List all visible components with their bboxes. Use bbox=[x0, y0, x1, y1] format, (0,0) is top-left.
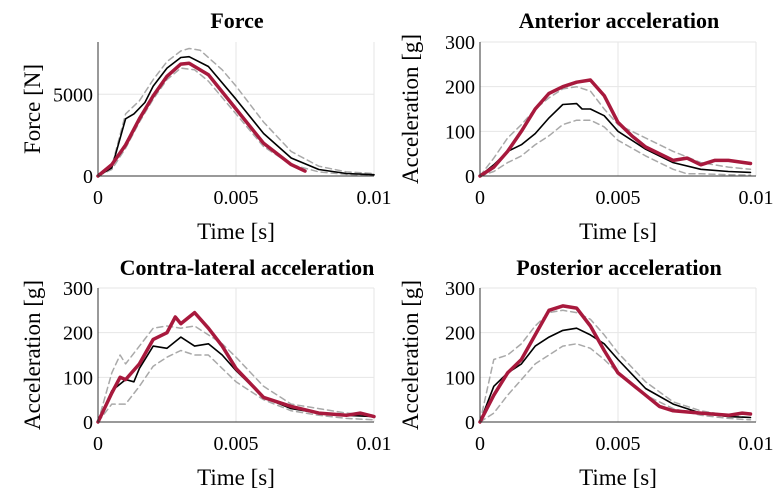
y-axis-label: Acceleration [g] bbox=[398, 34, 423, 184]
x-tick-label: 0.01 bbox=[357, 433, 392, 455]
x-tick-label: 0.01 bbox=[739, 433, 774, 455]
y-tick-label: 0 bbox=[83, 412, 93, 434]
x-tick-label: 0.005 bbox=[214, 187, 259, 209]
series-line-measured bbox=[96, 310, 376, 424]
series-line-measured bbox=[96, 61, 307, 178]
x-axis-label: Time [s] bbox=[197, 219, 275, 244]
x-tick-label: 0 bbox=[93, 433, 103, 455]
chart-panel-1: 0 0.005 0.01 0 5000 Force Time [s] Force [N] bbox=[20, 8, 392, 244]
y-tick-label: 300 bbox=[63, 278, 93, 300]
x-axis-label: Time [s] bbox=[197, 465, 275, 490]
x-axis-label: Time [s] bbox=[579, 465, 657, 490]
series-line-corridor_upper bbox=[97, 47, 375, 177]
y-tick-label: 100 bbox=[445, 367, 475, 389]
series-line-measured bbox=[478, 78, 753, 178]
y-tick-label: 200 bbox=[445, 77, 475, 99]
chart-title: Anterior acceleration bbox=[519, 8, 720, 33]
chart-panel-4: 0 0.005 0.01 0 100 200 300 Posterior accelerati… bbox=[398, 255, 774, 490]
y-tick-label: 100 bbox=[445, 121, 475, 143]
series-line-corridor_lower bbox=[97, 349, 375, 423]
x-tick-label: 0.01 bbox=[739, 187, 774, 209]
x-tick-label: 0 bbox=[475, 433, 485, 455]
series-line-measured bbox=[478, 304, 753, 424]
y-tick-label: 0 bbox=[83, 166, 93, 188]
y-tick-label: 200 bbox=[63, 323, 93, 345]
x-tick-label: 0.01 bbox=[357, 187, 392, 209]
chart-title: Posterior acceleration bbox=[516, 255, 721, 280]
y-axis-label: Acceleration [g] bbox=[398, 280, 423, 430]
y-axis-label: Force [N] bbox=[20, 64, 45, 154]
series-line-mean bbox=[479, 327, 752, 423]
y-tick-label: 300 bbox=[445, 32, 475, 54]
y-tick-label: 0 bbox=[465, 166, 475, 188]
series-line-mean bbox=[97, 55, 375, 177]
x-tick-label: 0 bbox=[93, 187, 103, 209]
y-axis-label: Acceleration [g] bbox=[20, 280, 45, 430]
y-tick-label: 300 bbox=[445, 278, 475, 300]
x-tick-label: 0.005 bbox=[214, 433, 259, 455]
x-tick-label: 0.005 bbox=[596, 187, 641, 209]
y-tick-label: 100 bbox=[63, 367, 93, 389]
y-tick-label: 0 bbox=[465, 412, 475, 434]
series-line-mean bbox=[479, 102, 752, 177]
chart-panel-2: 0 0.005 0.01 0 100 200 300 Anterior acceleratio… bbox=[398, 8, 774, 244]
x-tick-label: 0 bbox=[475, 187, 485, 209]
series-line-corridor_upper bbox=[97, 325, 375, 423]
chart-panel-3: 0 0.005 0.01 0 100 200 300 Contra-lateral accel… bbox=[20, 255, 392, 490]
series-line-corridor_lower bbox=[479, 119, 752, 177]
y-tick-label: 5000 bbox=[53, 84, 93, 106]
x-axis-label: Time [s] bbox=[579, 219, 657, 244]
chart-title: Force bbox=[210, 8, 264, 33]
x-tick-label: 0.005 bbox=[596, 433, 641, 455]
chart-title: Contra-lateral acceleration bbox=[120, 255, 375, 280]
y-tick-label: 200 bbox=[445, 323, 475, 345]
